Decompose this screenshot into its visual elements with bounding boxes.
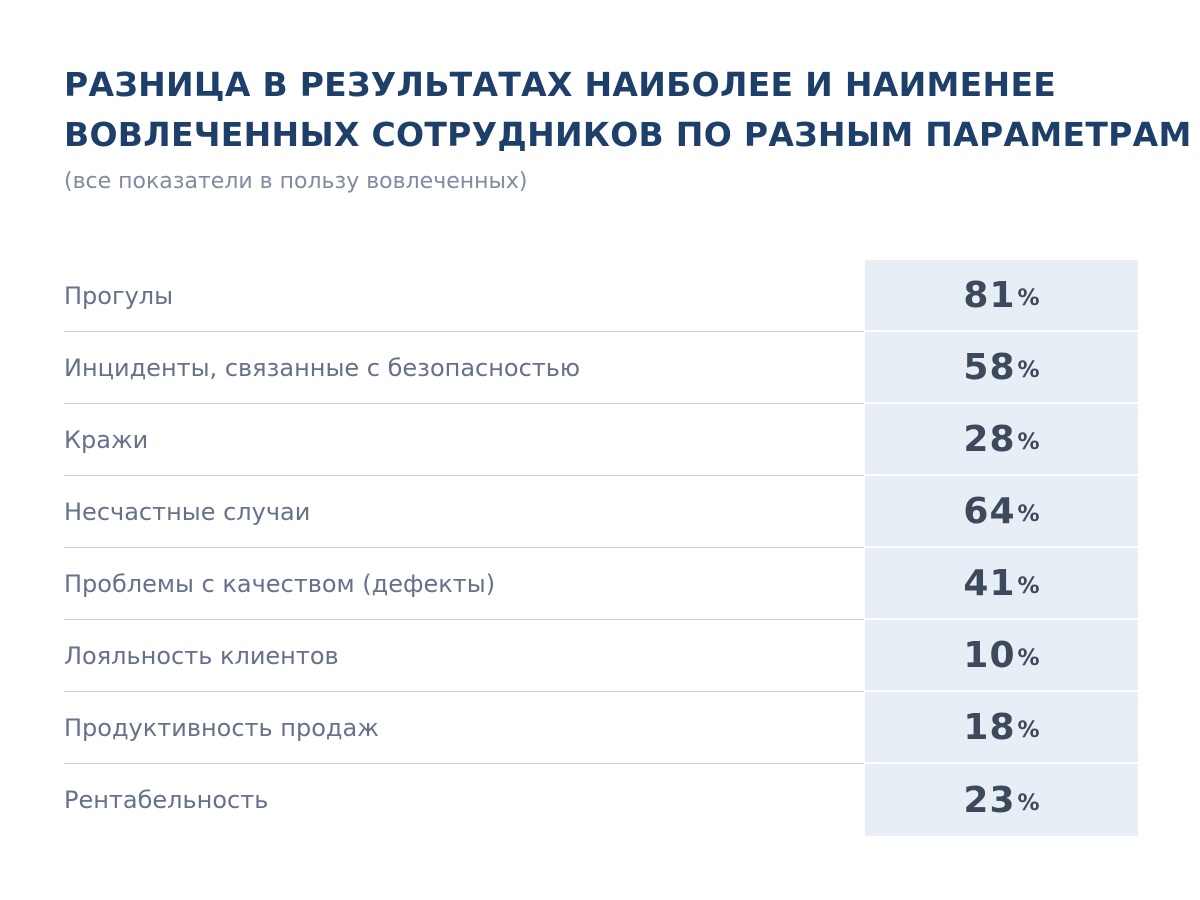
table-row: Лояльность клиентов 10% — [64, 620, 1138, 692]
page-subtitle: (все показатели в пользу вовлеченных) — [64, 169, 528, 194]
row-value-cell: 18% — [865, 692, 1138, 764]
table-row: Проблемы с качеством (дефекты) 41% — [64, 548, 1138, 620]
row-label: Продуктивность продаж — [64, 692, 864, 764]
row-value: 64 — [963, 490, 1016, 532]
row-label: Рентабельность — [64, 786, 269, 814]
row-value: 81 — [963, 274, 1016, 316]
table-row: Рентабельность 23% — [64, 764, 1138, 836]
percent-sign: % — [1017, 357, 1040, 383]
row-value: 23 — [963, 779, 1016, 821]
table-row: Продуктивность продаж 18% — [64, 692, 1138, 764]
row-value-cell: 81% — [865, 260, 1138, 332]
row-label: Кражи — [64, 404, 864, 476]
row-label: Инциденты, связанные с безопасностью — [64, 332, 864, 404]
row-value-cell: 64% — [865, 476, 1138, 548]
page-title-line-2: ВОВЛЕЧЕННЫХ СОТРУДНИКОВ ПО РАЗНЫМ ПАРАМЕ… — [64, 115, 1192, 154]
row-value: 28 — [963, 418, 1016, 460]
percent-sign: % — [1017, 717, 1040, 743]
page-title-line-1: РАЗНИЦА В РЕЗУЛЬТАТАХ НАИБОЛЕЕ И НАИМЕНЕ… — [64, 65, 1057, 104]
row-value-cell: 10% — [865, 620, 1138, 692]
table-row: Инциденты, связанные с безопасностью 58% — [64, 332, 1138, 404]
metrics-table: Прогулы 81% Инциденты, связанные с безоп… — [64, 260, 1138, 836]
table-row: Кражи 28% — [64, 404, 1138, 476]
row-value-cell: 58% — [865, 332, 1138, 404]
table-row: Прогулы 81% — [64, 260, 1138, 332]
percent-sign: % — [1017, 645, 1040, 671]
row-value-cell: 23% — [865, 764, 1138, 836]
percent-sign: % — [1017, 501, 1040, 527]
row-value: 58 — [963, 346, 1016, 388]
row-label: Несчастные случаи — [64, 476, 864, 548]
row-value: 18 — [963, 706, 1016, 748]
row-label: Проблемы с качеством (дефекты) — [64, 548, 864, 620]
percent-sign: % — [1017, 285, 1040, 311]
row-value: 10 — [963, 634, 1016, 676]
row-label: Прогулы — [64, 260, 864, 332]
percent-sign: % — [1017, 573, 1040, 599]
percent-sign: % — [1017, 429, 1040, 455]
row-value-cell: 41% — [865, 548, 1138, 620]
row-value-cell: 28% — [865, 404, 1138, 476]
row-label: Лояльность клиентов — [64, 620, 864, 692]
page-title: РАЗНИЦА В РЕЗУЛЬТАТАХ НАИБОЛЕЕ И НАИМЕНЕ… — [64, 60, 1192, 160]
row-value: 41 — [963, 562, 1016, 604]
percent-sign: % — [1017, 790, 1040, 816]
table-row: Несчастные случаи 64% — [64, 476, 1138, 548]
